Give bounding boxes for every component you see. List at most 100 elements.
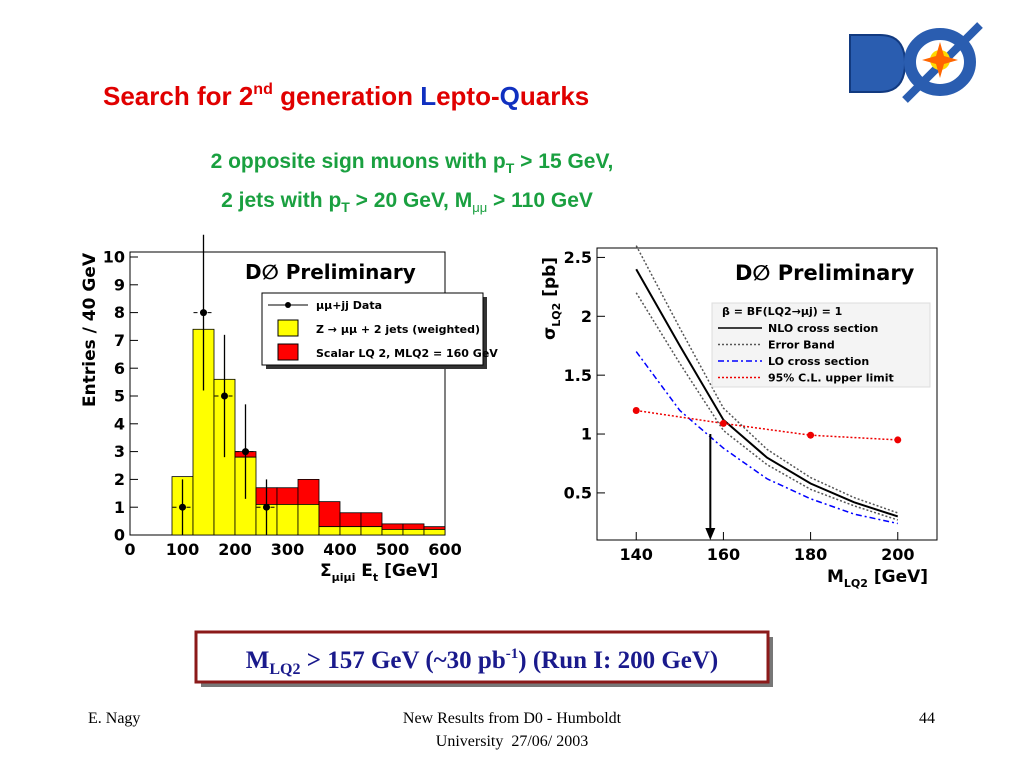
legend-label: Error Band	[768, 339, 835, 352]
legend	[711, 302, 931, 388]
bar-z	[402, 529, 425, 536]
result-box	[194, 630, 770, 684]
x-tick-label: 0	[124, 540, 135, 559]
x-tick-label: 100	[166, 540, 199, 559]
subtitle-line: 2 jets with pT > 20 GeV, Mμμ > 110 GeV	[221, 189, 593, 215]
series-marker	[807, 431, 815, 439]
legend-label: 95% C.L. upper limit	[768, 372, 894, 385]
footer-center: University 27/06/ 2003	[436, 733, 588, 750]
bar-lq	[276, 487, 299, 505]
bar-z	[339, 526, 362, 536]
y-tick-label: 2.5	[564, 248, 592, 267]
y-tick-label: 4	[114, 414, 125, 433]
annotation: D∅ Preliminary	[245, 260, 416, 284]
subtitle-sub: μμ	[472, 200, 487, 215]
bar-z	[360, 526, 383, 536]
x-label-part: E	[355, 561, 373, 581]
data-point	[263, 503, 270, 511]
annotation: D∅ Preliminary	[735, 261, 915, 285]
footer-author: E. Nagy	[88, 710, 140, 727]
subtitle-part: 2 jets with p	[221, 189, 341, 212]
y-tick-label: 5	[114, 387, 125, 406]
y-axis-label: σLQ2 [pb]	[540, 257, 563, 340]
title-part: Q	[500, 81, 520, 111]
x-tick-label: 300	[271, 540, 304, 559]
legend-swatch	[277, 319, 299, 337]
arrow-head	[705, 528, 716, 540]
bar-lq	[318, 501, 341, 528]
series-line	[635, 351, 898, 525]
logo: DØ	[849, 22, 983, 103]
legend-marker	[285, 302, 291, 308]
x-label-part: [GeV]	[868, 567, 928, 587]
y-tick-label: 1.5	[564, 366, 592, 385]
y-tick-label: 3	[114, 442, 125, 461]
x-label-part: [GeV]	[378, 561, 438, 581]
y-label-part: σ	[540, 327, 560, 340]
x-label-part: t	[373, 571, 378, 584]
subtitle-line: 2 opposite sign muons with pT > 15 GeV,	[211, 150, 614, 176]
footer-center: New Results from D0 - Humboldt	[403, 710, 622, 727]
y-tick-label: 8	[114, 303, 125, 322]
x-tick-label: 600	[428, 540, 461, 559]
legend-label: NLO cross section	[768, 322, 878, 335]
x-tick-label: 200	[881, 545, 914, 564]
subtitle-part: > 110 GeV	[487, 189, 593, 212]
series-marker	[632, 406, 640, 414]
legend-title: β = BF(LQ2→μj) = 1	[722, 305, 842, 318]
x-label-part: μiμi	[332, 571, 356, 584]
data-point	[221, 392, 228, 400]
bar-lq	[402, 523, 425, 530]
bar-lq	[360, 512, 383, 528]
result-part: M	[246, 647, 270, 674]
footer-page: 44	[919, 710, 935, 727]
bar-z	[297, 504, 320, 536]
x-label-part: M	[827, 567, 844, 587]
bar-z	[276, 504, 299, 536]
legend-label: Z → μμ + 2 jets (weighted)	[316, 323, 480, 336]
result-sub: LQ2	[269, 661, 300, 678]
legend-label: LO cross section	[768, 355, 869, 368]
bar-lq	[339, 512, 362, 528]
legend-label: μμ+jj Data	[316, 299, 382, 312]
series-line	[635, 268, 899, 518]
legend-label: Scalar LQ 2, MLQ2 = 160 GeV	[316, 347, 498, 360]
result-part: ) (Run I: 200 GeV)	[518, 647, 718, 674]
x-axis-label: MLQ2 [GeV]	[827, 567, 928, 590]
y-tick-label: 10	[103, 248, 125, 267]
y-tick-label: 7	[114, 331, 125, 350]
bar-lq	[297, 478, 320, 505]
series-marker	[719, 419, 727, 427]
result-text: MLQ2 > 157 GeV (~30 pb-1) (Run I: 200 Ge…	[246, 646, 719, 678]
series-marker	[894, 436, 902, 444]
y-label-part: [pb]	[540, 257, 560, 303]
slide-title: Search for 2nd generation Lepto-Quarks	[103, 81, 589, 111]
subtitle-part: 2 opposite sign muons with p	[211, 150, 506, 173]
subtitle-part: > 15 GeV,	[514, 150, 613, 173]
result-sup: -1	[506, 646, 519, 662]
title-part: generation	[273, 81, 420, 111]
title-part: L	[420, 81, 436, 111]
x-tick-label: 400	[323, 540, 356, 559]
y-tick-label: 1	[581, 425, 592, 444]
bar-z	[381, 529, 404, 536]
title-part: 2	[239, 81, 253, 111]
y-tick-label: 1	[114, 498, 125, 517]
y-axis-label: Entries / 40 GeV	[80, 252, 100, 407]
x-tick-label: 180	[794, 545, 827, 564]
x-tick-label: 500	[376, 540, 409, 559]
plot-frame	[596, 247, 938, 541]
x-tick-label: 200	[218, 540, 251, 559]
series-line	[636, 409, 898, 441]
legend-swatch	[277, 343, 299, 361]
title-sup: nd	[253, 81, 273, 98]
y-label-sub: LQ2	[550, 303, 563, 327]
bar-z	[318, 526, 341, 536]
histogram-chart: 0 100 200 300 400 500 600 0 1 2 3 4 5 6 7 8 9 10 D∅ Prelim…	[80, 234, 498, 584]
x-tick-label: 140	[620, 545, 653, 564]
subtitle-sub: T	[506, 160, 515, 176]
title-part: epto-	[436, 81, 500, 111]
data-point	[242, 448, 249, 456]
bar-lq	[381, 523, 404, 530]
y-tick-label: 2	[581, 307, 592, 326]
